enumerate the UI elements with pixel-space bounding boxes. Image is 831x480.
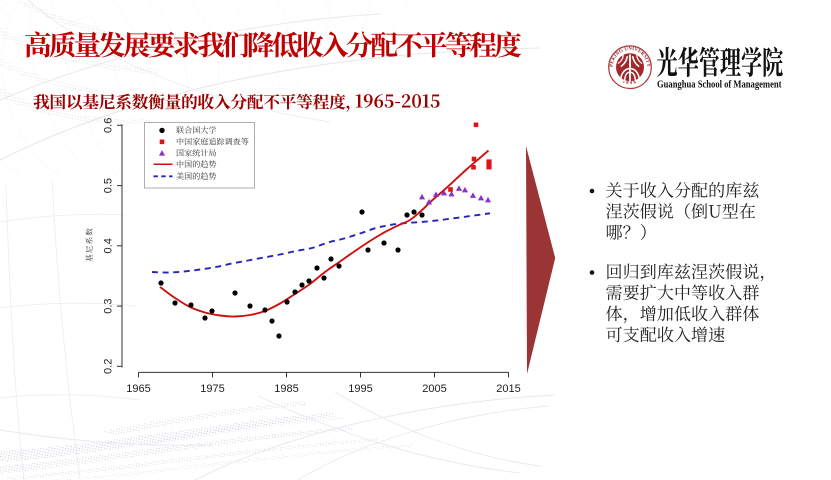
svg-text:1965: 1965 xyxy=(126,383,150,395)
svg-text:Guanghua School of Management: Guanghua School of Management xyxy=(657,79,782,90)
svg-text:2005: 2005 xyxy=(422,383,446,395)
svg-text:1995: 1995 xyxy=(348,383,372,395)
svg-text:1985: 1985 xyxy=(274,383,298,395)
svg-text:0.2: 0.2 xyxy=(103,359,115,374)
svg-text:0.5: 0.5 xyxy=(103,178,115,193)
svg-text:0.6: 0.6 xyxy=(103,118,115,133)
svg-text:0.4: 0.4 xyxy=(103,238,115,253)
svg-text:0.3: 0.3 xyxy=(103,298,115,313)
svg-text:1975: 1975 xyxy=(200,383,224,395)
svg-text:2015: 2015 xyxy=(496,383,520,395)
svg-text:1898: 1898 xyxy=(622,80,639,87)
